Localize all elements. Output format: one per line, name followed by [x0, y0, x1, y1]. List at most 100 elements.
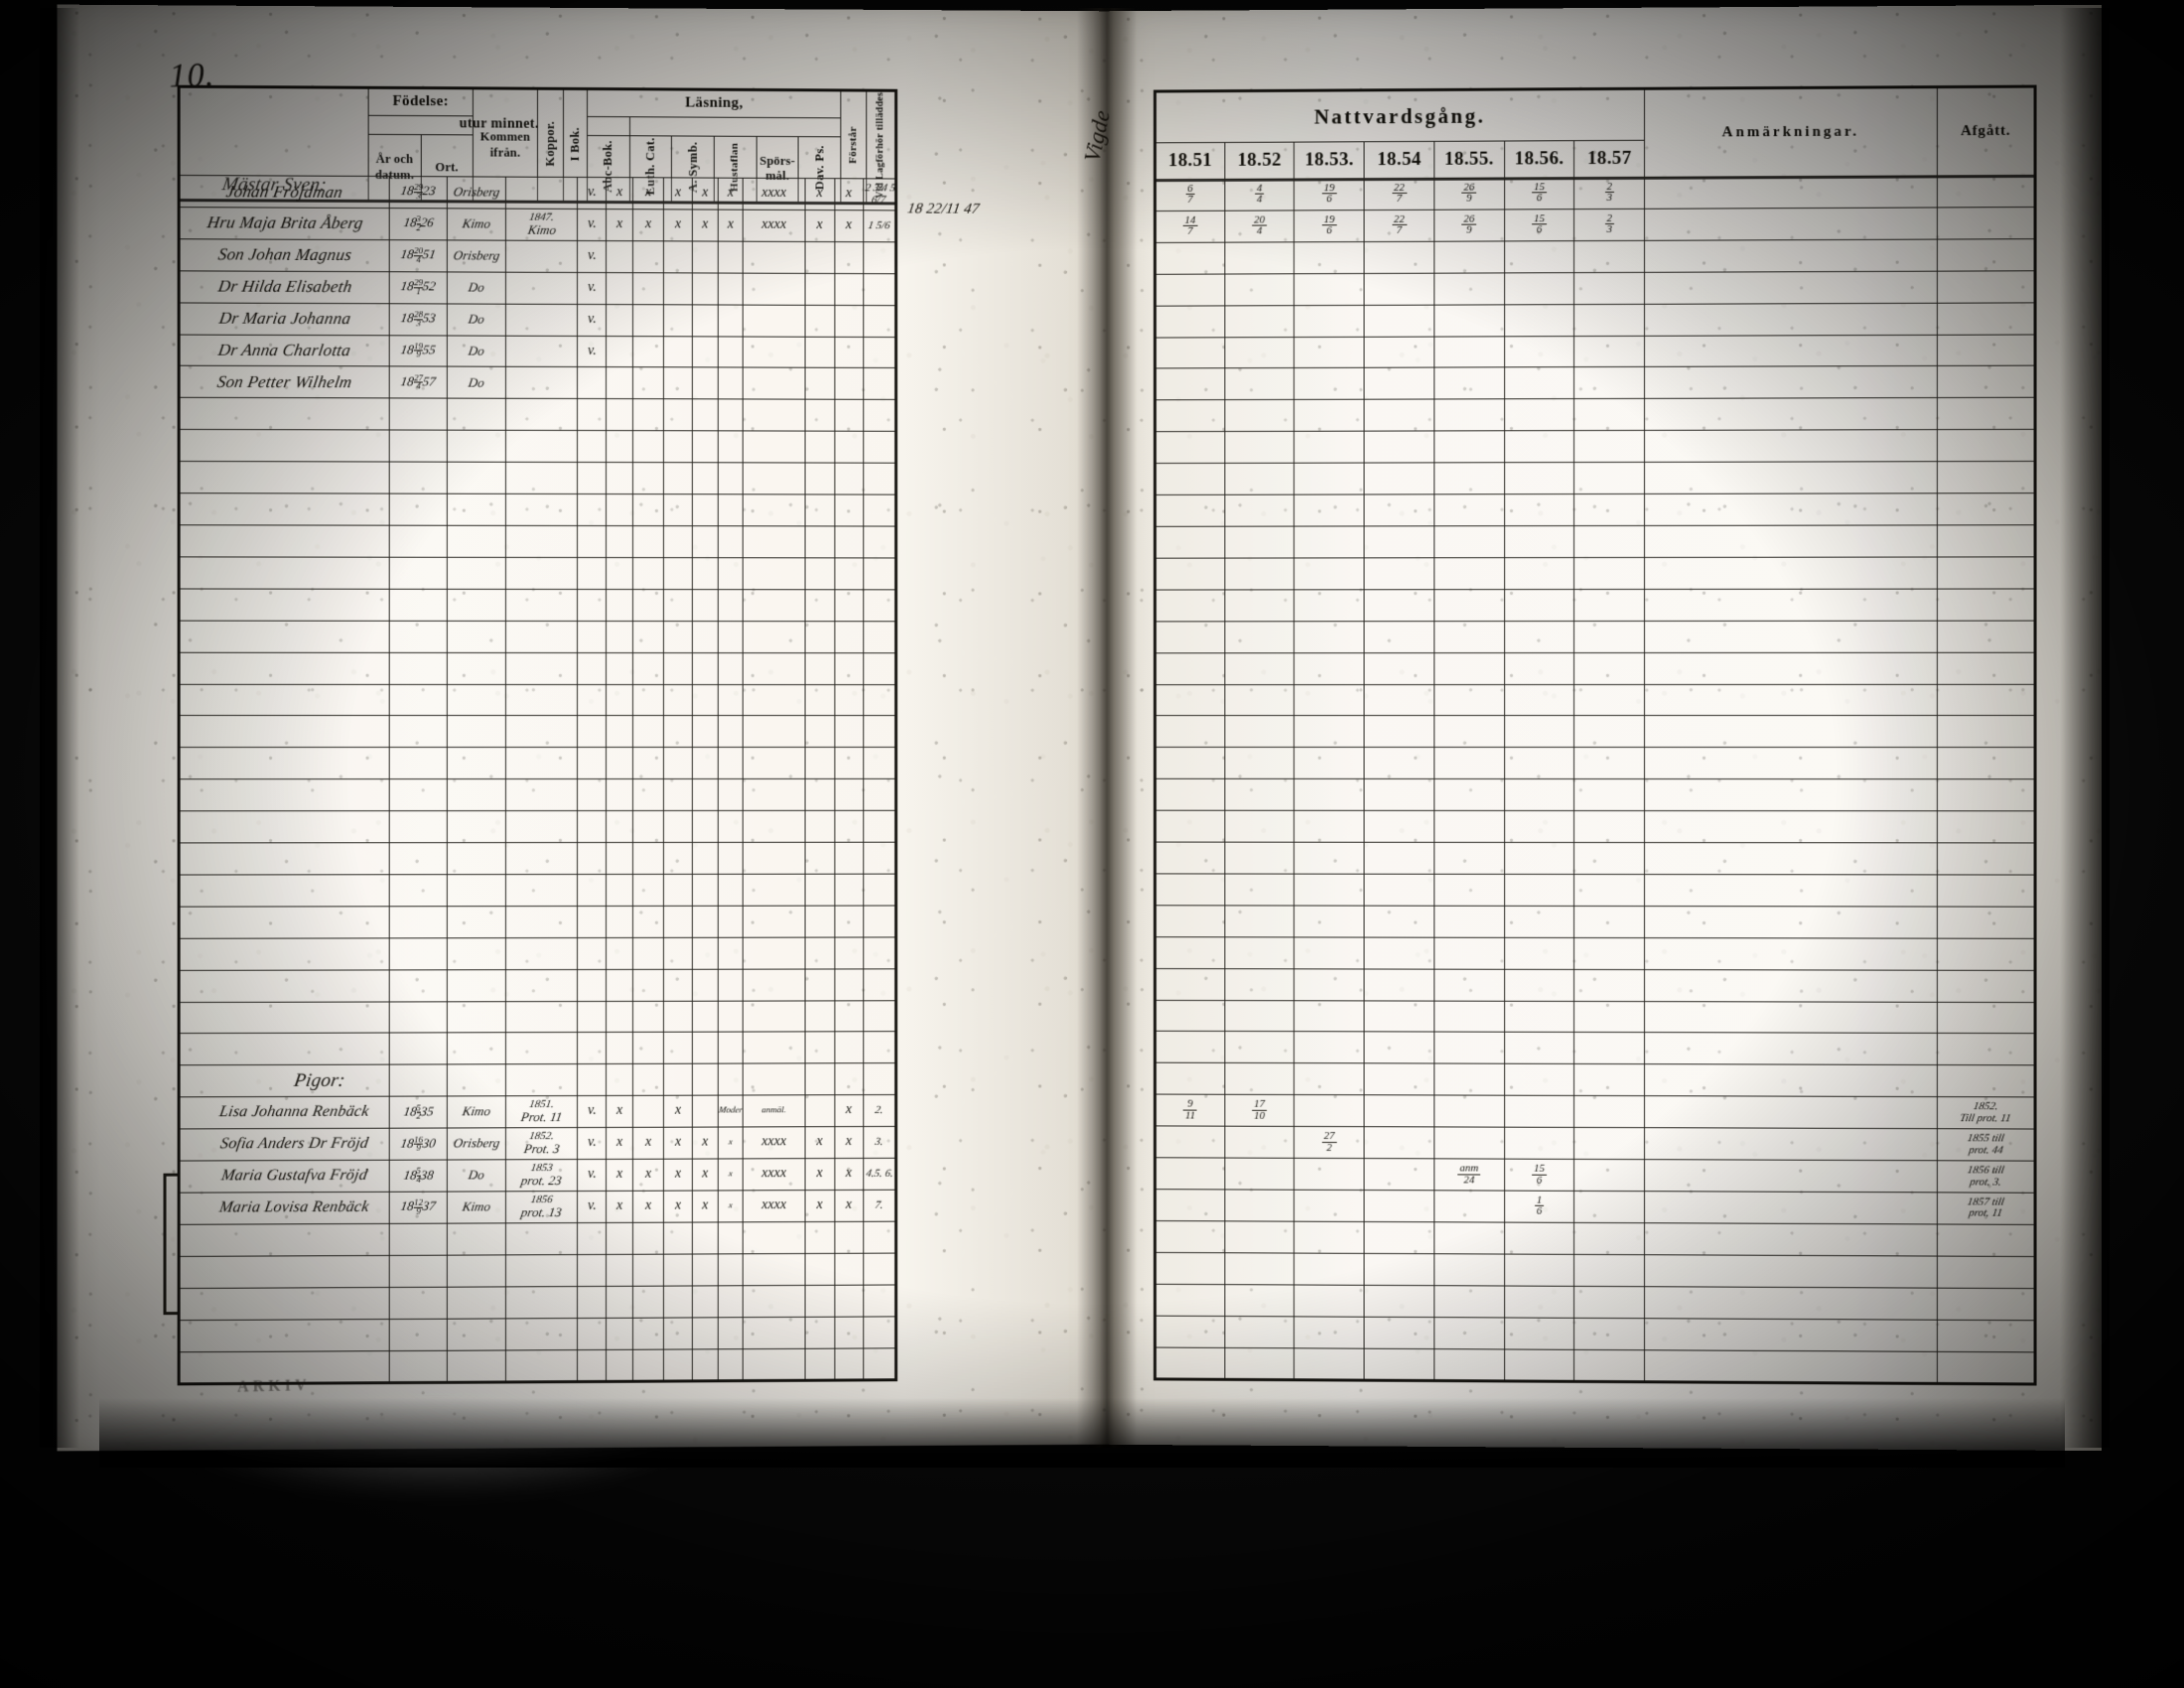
communion-row[interactable] — [1155, 397, 2036, 432]
empty-cell — [743, 874, 805, 907]
empty-cell — [743, 747, 805, 779]
empty-row[interactable] — [179, 747, 896, 779]
empty-cell — [606, 684, 633, 716]
table-row[interactable]: Sofia Anders Dr Fröjd 18 16 9 30 Orisberg 1852… — [179, 1126, 896, 1162]
communion-cell-2 — [1224, 589, 1295, 622]
birth-date-cell: 18 5 2 35 — [389, 1096, 448, 1129]
communion-row[interactable] — [1155, 270, 2036, 306]
table-row[interactable]: Dr Hilda Elisabeth 18 29 1 52 Do v. — [179, 270, 896, 306]
empty-row[interactable] — [179, 620, 896, 653]
remarks-cell — [1644, 715, 1938, 748]
table-row[interactable]: Maria Gustafva Fröjd 18 5 4 38 Do 1853 prot. 23… — [179, 1158, 896, 1194]
empty-row[interactable] — [179, 874, 896, 907]
communion-row[interactable]: 9 11 17 10 1852. Till prot. 11 — [1155, 1094, 2036, 1130]
table-row[interactable]: Hru Maja Brita Åberg 18 3 2 26 Kimo 1847. Kimo v… — [179, 207, 896, 242]
communion-row[interactable] — [1155, 810, 2036, 843]
communion-row[interactable] — [1155, 238, 2036, 275]
empty-row[interactable] — [179, 778, 896, 811]
departed-cell — [1937, 461, 2036, 493]
empty-row[interactable] — [179, 1032, 896, 1066]
communion-row[interactable] — [1155, 1062, 2036, 1098]
communion-row[interactable] — [1155, 968, 2036, 1003]
empty-cell — [447, 1033, 506, 1065]
communion-row[interactable] — [1155, 842, 2036, 875]
table-row[interactable]: Dr Anna Charlotta 18 19 9 55 Do v. — [179, 334, 896, 368]
communion-cell-1 — [1155, 936, 1225, 969]
communion-row[interactable] — [1155, 999, 2036, 1035]
empty-row[interactable] — [179, 1252, 896, 1289]
communion-row[interactable] — [1155, 715, 2036, 748]
communion-row[interactable] — [1155, 778, 2036, 811]
table-row[interactable]: Son Johan Magnus 18 20 4 51 Orisberg v. — [179, 238, 896, 274]
communion-row[interactable] — [1155, 365, 2036, 401]
communion-row[interactable] — [1155, 524, 2036, 559]
communion-cell-3 — [1294, 367, 1365, 400]
communion-row[interactable] — [1155, 651, 2036, 685]
communion-cell-2 — [1224, 1000, 1295, 1033]
empty-row[interactable] — [179, 588, 896, 622]
empty-row[interactable] — [179, 651, 896, 685]
communion-cell-1 — [1155, 368, 1225, 401]
communion-row[interactable] — [1155, 620, 2036, 653]
communion-row[interactable] — [1155, 429, 2036, 464]
communion-row[interactable]: 27 2 1855 till prot. 44 — [1155, 1126, 2036, 1162]
empty-row[interactable] — [179, 1316, 896, 1352]
communion-cell-3 — [1294, 1347, 1365, 1381]
communion-row[interactable] — [1155, 1252, 2036, 1289]
communion-row[interactable] — [1155, 461, 2036, 495]
communion-cell-7 — [1573, 1286, 1645, 1319]
communion-row[interactable] — [1155, 1220, 2036, 1257]
i-bok-cell — [606, 240, 633, 273]
birth-date-cell: 18 19 9 55 — [389, 335, 448, 367]
table-row[interactable]: Son Petter Wilhelm 18 27 4 57 Do — [179, 365, 896, 400]
empty-row[interactable] — [179, 1221, 896, 1257]
communion-row[interactable] — [1155, 1346, 2036, 1385]
communion-row[interactable]: 14 7 20 4 19 6 22 7 26 9 15 6 2 3 — [1155, 207, 2036, 243]
table-row[interactable]: Johan Fröjdman 18 29 3 23 Orisberg v. x x x x x xxxx… — [179, 175, 896, 211]
communion-row[interactable]: 1 6 1857 till prot. 11 — [1155, 1189, 2036, 1225]
communion-row[interactable] — [1155, 1031, 2036, 1066]
communion-row[interactable] — [1155, 492, 2036, 527]
empty-row[interactable] — [179, 397, 896, 432]
empty-row[interactable] — [179, 810, 896, 843]
communion-row[interactable] — [1155, 1284, 2036, 1321]
communion-row[interactable] — [1155, 683, 2036, 716]
communion-year-header-3: 18.53. — [1294, 141, 1365, 181]
communion-row[interactable] — [1155, 905, 2036, 939]
communion-row[interactable] — [1155, 936, 2036, 971]
empty-row[interactable] — [179, 842, 896, 875]
hustaflan-cell — [718, 336, 744, 368]
empty-row[interactable] — [179, 936, 896, 971]
empty-row[interactable] — [179, 429, 896, 464]
table-row[interactable]: Dr Maria Johanna 18 28 3 53 Do v. — [179, 302, 896, 338]
communion-cell-7 — [1573, 1063, 1645, 1096]
communion-row[interactable]: anm 24 15 6 1856 till prot. 3. — [1155, 1157, 2036, 1194]
empty-row[interactable] — [179, 715, 896, 748]
empty-row[interactable] — [179, 1284, 896, 1321]
communion-row[interactable] — [1155, 1315, 2036, 1352]
communion-row[interactable] — [1155, 588, 2036, 622]
empty-row[interactable] — [179, 556, 896, 590]
table-row[interactable]: Lisa Johanna Renbäck 18 5 2 35 Kimo 1851. Prot.… — [179, 1094, 896, 1130]
empty-row[interactable] — [179, 683, 896, 716]
communion-row[interactable] — [1155, 302, 2036, 338]
empty-row[interactable] — [179, 461, 896, 495]
empty-row[interactable] — [179, 905, 896, 939]
communion-row[interactable] — [1155, 747, 2036, 779]
communion-row[interactable] — [1155, 873, 2036, 908]
communion-row[interactable] — [1155, 334, 2036, 369]
departed-cell: 1857 till prot. 11 — [1937, 1192, 2036, 1225]
empty-cell — [447, 937, 506, 970]
empty-cell — [389, 937, 448, 970]
communion-row[interactable]: 6 7 4 4 19 6 22 7 26 9 15 6 2 3 — [1155, 175, 2036, 211]
empty-cell — [577, 1254, 607, 1287]
empty-row[interactable] — [179, 524, 896, 558]
table-row[interactable]: Maria Lovisa Renbäck 18 12 9 37 Kimo 1856 prot.… — [179, 1190, 896, 1225]
empty-cell — [692, 1032, 719, 1064]
empty-cell — [863, 494, 896, 527]
empty-row[interactable] — [179, 492, 896, 527]
communion-cell-3 — [1294, 273, 1365, 306]
empty-row[interactable] — [179, 1000, 896, 1035]
communion-row[interactable] — [1155, 556, 2036, 590]
empty-row[interactable] — [179, 968, 896, 1003]
